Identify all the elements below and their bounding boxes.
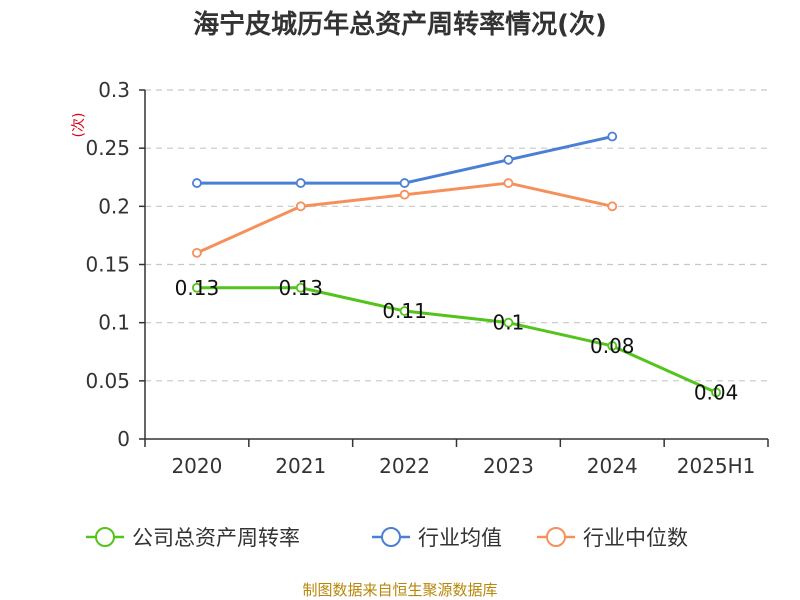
data-source-note: 制图数据来自恒生聚源数据库 (302, 581, 497, 599)
legend-marker (546, 527, 566, 547)
y-tick-label: 0.2 (98, 194, 130, 218)
x-tick-label: 2020 (171, 454, 222, 478)
axes: 0 0.05 0.1 0.15 0.2 0.25 0.3 2020 2021 2022 2023 20… (85, 78, 769, 478)
chart-title: 海宁皮城历年总资产周转率情况(次) (193, 9, 607, 40)
data-point (607, 341, 618, 351)
x-tick-label: 2022 (379, 454, 430, 478)
legend-label: 行业中位数 (583, 526, 688, 550)
legend-marker (381, 527, 401, 547)
x-tick-label: 2021 (275, 454, 326, 478)
data-point (295, 178, 306, 188)
data-point (192, 178, 202, 188)
grid (145, 89, 768, 382)
series-lines (192, 131, 721, 398)
data-label: 0.1 (493, 311, 525, 335)
data-point (295, 201, 306, 212)
y-tick-label: 0.3 (98, 78, 130, 102)
data-label: 0.04 (694, 380, 739, 404)
x-tick-label: 2023 (483, 454, 534, 478)
legend-marker (95, 527, 115, 547)
data-labels: 0.13 0.13 0.11 0.1 0.08 0.04 (175, 276, 739, 405)
data-point (399, 178, 410, 188)
y-tick-label: 0.15 (85, 253, 130, 277)
data-point (503, 317, 514, 328)
data-point (399, 189, 410, 200)
y-tick-label: 0 (117, 427, 130, 451)
legend-label: 公司总资产周转率 (132, 526, 300, 550)
data-point (192, 247, 202, 258)
legend-item: 行业中位数 (537, 526, 688, 550)
data-point (503, 154, 514, 165)
y-tick-label: 0.1 (98, 311, 130, 335)
legend-item: 行业均值 (372, 526, 502, 550)
legend: 公司总资产周转率 行业均值 行业中位数 (86, 526, 688, 550)
data-point (295, 282, 306, 293)
data-point (399, 306, 410, 316)
data-point (607, 201, 618, 212)
y-axis-label: (次) (71, 113, 87, 138)
data-point (711, 387, 721, 398)
data-point (503, 178, 514, 188)
x-tick-label: 2024 (587, 454, 638, 478)
data-point (192, 282, 202, 293)
y-tick-label: 0.05 (85, 369, 130, 393)
series-line (196, 135, 613, 185)
legend-label: 行业均值 (418, 526, 502, 550)
x-tick-label: 2025H1 (677, 454, 756, 478)
legend-item: 公司总资产周转率 (86, 526, 300, 550)
data-label: 0.13 (175, 276, 220, 300)
data-point (607, 131, 618, 142)
y-tick-label: 0.25 (85, 136, 130, 160)
series-line (196, 286, 717, 394)
data-label: 0.13 (278, 276, 323, 300)
data-label: 0.11 (382, 299, 427, 323)
data-label: 0.08 (590, 334, 635, 358)
